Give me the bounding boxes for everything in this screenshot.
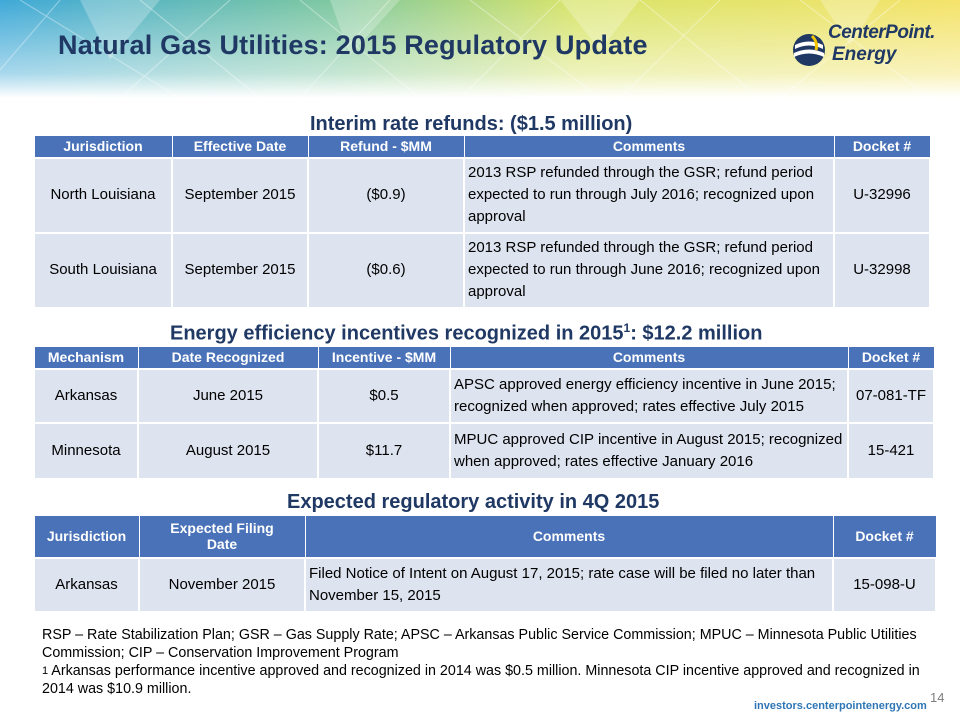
column-header: Expected Filing Date [138, 515, 306, 558]
column-header: Refund - $MM [307, 135, 465, 158]
table-cell: U-32998 [833, 231, 931, 309]
table-row: South Louisiana September 2015 ($0.6) 20… [33, 231, 931, 309]
table-cell: APSC approved energy efficiency incentiv… [449, 367, 849, 424]
table-cell: Arkansas [33, 367, 139, 424]
table-cell: 2013 RSP refunded through the GSR; refun… [463, 231, 835, 309]
page-number: 14 [930, 690, 945, 705]
logo-text-energy: Energy [832, 44, 897, 65]
table-cell: Filed Notice of Intent on August 17, 201… [304, 556, 834, 613]
table-cell: ($0.9) [307, 156, 465, 234]
column-header: Comments [463, 135, 835, 158]
expected-heading: Expected regulatory activity in 4Q 2015 [287, 491, 660, 513]
abbreviation-note: RSP – Rate Stabilization Plan; GSR – Gas… [42, 627, 917, 661]
table-cell: MPUC approved CIP incentive in August 20… [449, 421, 849, 480]
table-cell: 07-081-TF [847, 367, 935, 424]
column-header: Comments [449, 346, 849, 369]
table-header-row: Jurisdiction Expected Filing Date Commen… [33, 515, 937, 558]
table-cell: Minnesota [33, 421, 139, 480]
investor-website-link[interactable]: investors.centerpointenergy.com [754, 700, 927, 712]
footnote-marker: 1 [42, 665, 49, 677]
column-header: Effective Date [171, 135, 309, 158]
table-header-row: Jurisdiction Effective Date Refund - $MM… [33, 135, 931, 158]
table-cell: September 2015 [171, 231, 309, 309]
table-row: Arkansas November 2015 Filed Notice of I… [33, 556, 937, 613]
footnote-text: Arkansas performance incentive approved … [42, 663, 920, 697]
table-cell: U-32996 [833, 156, 931, 234]
footnotes: RSP – Rate Stabilization Plan; GSR – Gas… [42, 626, 942, 698]
table-cell: September 2015 [171, 156, 309, 234]
table-cell: 2013 RSP refunded through the GSR; refun… [463, 156, 835, 234]
table-row: Arkansas June 2015 $0.5 APSC approved en… [33, 367, 935, 424]
efficiency-table: Mechanism Date Recognized Incentive - $M… [33, 346, 935, 480]
column-header: Comments [304, 515, 834, 558]
column-header: Date Recognized [137, 346, 319, 369]
refunds-table: Jurisdiction Effective Date Refund - $MM… [33, 135, 931, 309]
table-row: Minnesota August 2015 $11.7 MPUC approve… [33, 421, 935, 480]
efficiency-heading-text: Energy efficiency incentives recognized … [170, 322, 624, 345]
table-cell: South Louisiana [33, 231, 173, 309]
column-header: Incentive - $MM [317, 346, 451, 369]
logo-globe-icon [793, 34, 825, 66]
centerpoint-logo: CenterPoint. Energy [792, 22, 942, 78]
logo-text-centerpoint: CenterPoint. [828, 22, 935, 43]
expected-table: Jurisdiction Expected Filing Date Commen… [33, 515, 937, 613]
table-cell: 15-098-U [832, 556, 937, 613]
column-header: Mechanism [33, 346, 139, 369]
column-header: Docket # [833, 135, 931, 158]
column-header: Docket # [847, 346, 935, 369]
table-row: North Louisiana September 2015 ($0.9) 20… [33, 156, 931, 234]
table-header-row: Mechanism Date Recognized Incentive - $M… [33, 346, 935, 369]
page-title: Natural Gas Utilities: 2015 Regulatory U… [58, 30, 648, 60]
table-cell: June 2015 [137, 367, 319, 424]
table-cell: 15-421 [847, 421, 935, 480]
column-header: Jurisdiction [33, 135, 173, 158]
table-cell: $11.7 [317, 421, 451, 480]
footnote-1: 1 Arkansas performance incentive approve… [42, 662, 942, 698]
refunds-heading: Interim rate refunds: ($1.5 million) [310, 113, 633, 135]
footnote-marker: 1 [623, 321, 631, 335]
table-cell: August 2015 [137, 421, 319, 480]
column-header: Jurisdiction [33, 515, 140, 558]
table-cell: North Louisiana [33, 156, 173, 234]
table-cell: Arkansas [33, 556, 140, 613]
column-header: Docket # [832, 515, 937, 558]
efficiency-heading-total: : $12.2 million [630, 322, 763, 345]
table-cell: ($0.6) [307, 231, 465, 309]
table-cell: $0.5 [317, 367, 451, 424]
efficiency-heading: Energy efficiency incentives recognized … [170, 321, 762, 346]
table-cell: November 2015 [138, 556, 306, 613]
